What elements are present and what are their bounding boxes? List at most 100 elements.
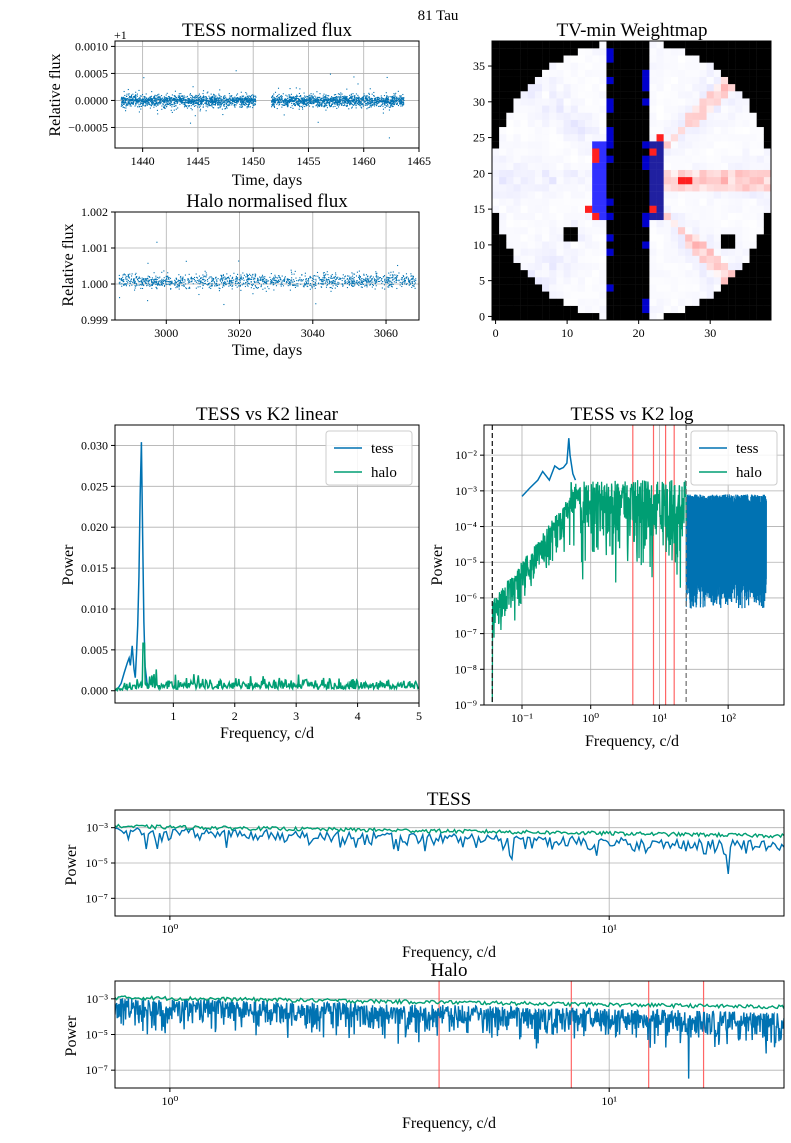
tess_flux-point-1220 <box>173 105 175 107</box>
halo_flux-point-1037 <box>375 276 377 278</box>
tess_flux-point-2686 <box>281 101 283 103</box>
halo_flux-point-808 <box>271 278 274 280</box>
weightmap-cell-12-25 <box>577 134 586 142</box>
tess_flux-point-1257 <box>163 99 165 101</box>
halo_flux-point-155 <box>205 275 207 277</box>
halo_flux-point-967 <box>339 278 342 280</box>
halo_flux-point-804 <box>248 279 250 281</box>
tess_flux-point-172 <box>240 91 242 93</box>
weightmap-cell-5-20 <box>527 169 536 178</box>
halo_flux-point-383 <box>353 282 355 285</box>
tess_flux-point-418 <box>251 98 253 100</box>
weightmap-cell-19-29 <box>627 105 636 113</box>
weightmap-cell-4-21 <box>520 162 528 170</box>
tess_flux-point-2667 <box>386 98 388 101</box>
halo_flux-point-323 <box>326 271 328 273</box>
tess_flux-point-1544 <box>369 102 372 104</box>
tess_flux-point-609 <box>229 95 231 97</box>
weightmap-cell-4-36 <box>520 55 528 63</box>
tess_flux-point-723 <box>198 96 200 98</box>
tess_flux-point-440 <box>199 96 201 98</box>
tess_flux-point-1682 <box>294 104 296 106</box>
halo_flux-point-541 <box>274 282 276 284</box>
halo_flux-point-636 <box>367 278 369 281</box>
tess_flux-point-1450 <box>358 97 360 99</box>
halo_flux-point-1166 <box>177 286 179 288</box>
halo_flux-xtick-label-1: 3020 <box>228 326 252 340</box>
tess_flux-point-1108 <box>236 99 238 101</box>
tess_flux-point-2757 <box>346 97 348 99</box>
weightmap-cell-0-12 <box>492 227 500 235</box>
halo_flux-point-782 <box>141 282 144 284</box>
halo_flux-point-254 <box>291 273 293 275</box>
tess_flux-point-2309 <box>278 101 280 103</box>
weightmap-cell-13-6 <box>585 269 593 278</box>
tess_flux-point-889 <box>190 96 192 99</box>
weightmap-cell-11-27 <box>570 119 579 128</box>
halo_flux-point-261 <box>135 276 137 278</box>
halo_flux-point-772 <box>286 281 288 283</box>
halo_flux-point-1078 <box>214 285 216 287</box>
halo_flux-point-1068 <box>153 272 155 274</box>
tess_flux-point-986 <box>246 93 248 95</box>
halo_flux-point-10 <box>329 277 332 279</box>
tess_flux-point-2641 <box>281 98 283 100</box>
halo_flux-point-0 <box>239 279 241 281</box>
halo_flux-point-907 <box>386 279 388 281</box>
tess_flux-point-1762 <box>395 98 397 100</box>
halo_flux-point-1206 <box>311 280 313 282</box>
tess_flux-point-2474 <box>339 99 341 101</box>
tess_flux-point-2559 <box>311 103 313 105</box>
tess_flux-point-612 <box>241 105 244 107</box>
weightmap-cell-5-23 <box>527 148 536 156</box>
weightmap-cell-3-27 <box>513 119 521 128</box>
tess_flux-point-1165 <box>225 108 227 110</box>
halo_flux-point-918 <box>194 280 196 282</box>
halo_flux-point-185 <box>255 274 257 276</box>
tess_flux-point-956 <box>199 95 202 97</box>
weightmap-cell-15-5 <box>599 277 607 285</box>
tess_flux-point-428 <box>196 102 198 104</box>
tess_flux-point-503 <box>219 95 221 97</box>
tess_flux-point-1046 <box>211 103 213 105</box>
halo_flux-point-111 <box>403 281 405 283</box>
halo_flux-point-1192 <box>361 286 363 288</box>
tess_flux-point-2717 <box>323 102 325 104</box>
tess_flux-point-2744 <box>327 95 329 97</box>
weightmap-cell-11-13 <box>570 219 579 228</box>
halo_flux-point-1169 <box>408 279 410 281</box>
halo_flux-point-354 <box>179 281 182 283</box>
halo_flux-point-260 <box>347 281 349 283</box>
tess_flux-point-694 <box>140 102 142 104</box>
tess_flux-point-1636 <box>332 106 334 108</box>
weightmap-cell-5-16 <box>527 198 536 206</box>
tess_flux-point-1021 <box>248 106 250 108</box>
tess_flux-point-156 <box>202 97 204 99</box>
weightmap-cell-19-23 <box>627 148 636 156</box>
tess_flux-point-2294 <box>385 102 387 104</box>
tess_flux-point-2498 <box>278 103 281 105</box>
tess_flux-point-819 <box>131 101 133 103</box>
tess_flux-point-1765 <box>340 102 342 104</box>
weightmap-cell-20-19 <box>635 176 643 185</box>
tess_flux-point-2297 <box>331 96 333 98</box>
halo_flux-point-1097 <box>187 280 190 282</box>
tess_flux-point-948 <box>241 103 243 105</box>
tess_flux-point-2781 <box>277 102 279 104</box>
tess_flux-point-2224 <box>273 101 275 103</box>
halo_flux-point-755 <box>378 278 380 280</box>
halo_flux-point-1085 <box>353 279 355 281</box>
tess_flux-point-681 <box>205 100 207 103</box>
weightmap-cell-16-15 <box>606 205 614 213</box>
tess_flux-point-2787 <box>359 98 362 100</box>
tess_flux-point-1339 <box>136 100 138 102</box>
weightmap-cell-8-22 <box>549 155 557 163</box>
halo_flux-point-889 <box>214 283 216 285</box>
tess_flux-point-2386 <box>394 100 396 102</box>
tess_flux-point-1131 <box>237 100 239 102</box>
weightmap-cell-15-16 <box>599 198 607 206</box>
weightmap-cell-21-1 <box>642 305 650 314</box>
tess_flux-point-2373 <box>279 101 281 103</box>
tess_flux-point-2590 <box>372 104 374 106</box>
tess_flux-point-2747 <box>357 96 359 98</box>
